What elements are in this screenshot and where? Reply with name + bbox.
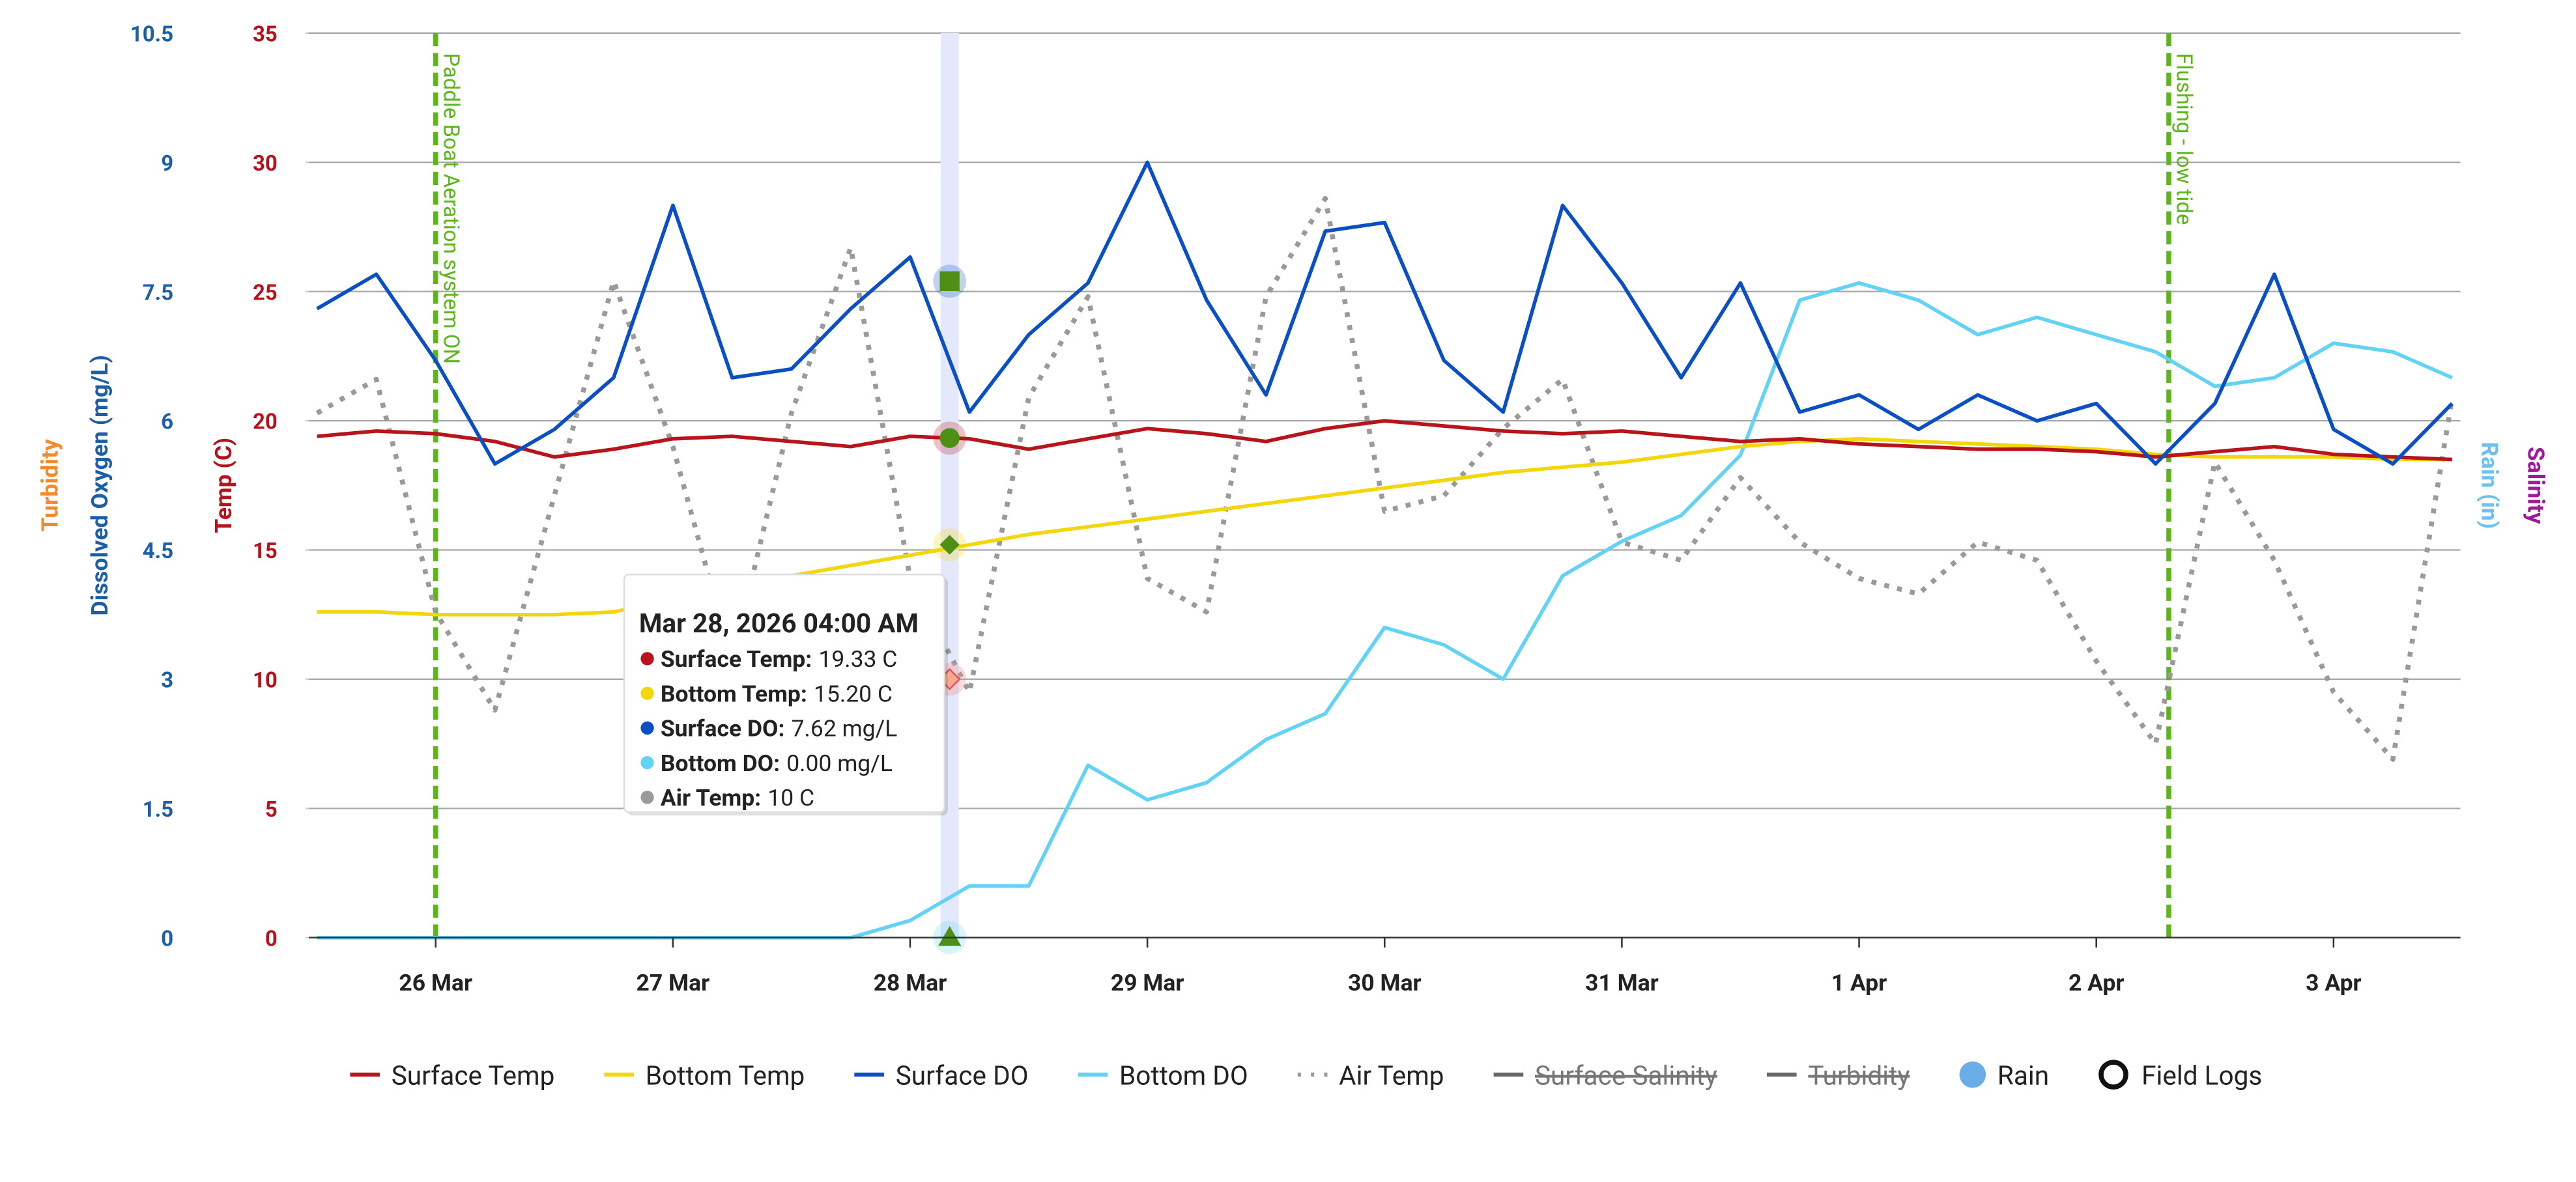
- x-tick-label: 31 Mar: [1585, 969, 1659, 996]
- hover-marker: [933, 421, 967, 455]
- tooltip-row: Air Temp: 10 C: [661, 784, 814, 811]
- annotation-label: Paddle Boat Aeration system ON: [438, 53, 463, 364]
- y-tick-label: 5: [265, 797, 278, 823]
- y-tick-label: 30: [253, 151, 278, 176]
- legend-label: Rain: [1997, 1060, 2049, 1091]
- y-tick-label: 20: [253, 410, 278, 435]
- plot-area: Paddle Boat Aeration system ON Flushing -…: [315, 33, 2455, 955]
- tooltip-dot: [640, 721, 654, 735]
- legend-label: Turbidity: [1808, 1060, 1910, 1091]
- marker: [937, 926, 962, 946]
- tooltip: Mar 28, 2026 04:00 AM Surface Temp: 19.33 …: [623, 573, 948, 816]
- y2-tick-label: 3: [161, 668, 173, 694]
- annotation-label: Flushing - low tide: [2171, 53, 2197, 225]
- tooltip-value: 19.33 C: [818, 645, 897, 673]
- legend-label: Field Logs: [2141, 1060, 2262, 1091]
- axis-title: Turbidity: [36, 439, 64, 531]
- axes: 0 5 10 15 20 25 30 35 0 1.5 3 4.5 6 7.5 9 10.5 26 Mar 27 …: [36, 21, 2550, 996]
- x-tick-label: 3 Apr: [2306, 969, 2361, 996]
- tooltip-dot: [640, 652, 654, 666]
- tooltip-row: Surface Temp: 19.33 C: [661, 645, 898, 673]
- legend-item[interactable]: Rain: [1959, 1060, 2050, 1091]
- legend-symbol: [2098, 1060, 2128, 1090]
- tooltip-value: 7.62 mg/L: [792, 715, 898, 742]
- marker: [939, 271, 960, 291]
- y2-tick-label: 6: [161, 410, 173, 435]
- x-tick-label: 2 Apr: [2068, 969, 2124, 996]
- tooltip-label: Surface Temp:: [661, 645, 812, 673]
- y2-tick-label: 1.5: [143, 797, 173, 823]
- tooltip-value: 15.20 C: [814, 680, 893, 707]
- marker: [939, 428, 960, 448]
- y2-tick-label: 0: [161, 926, 173, 951]
- y2-tick-label: 7.5: [143, 280, 173, 305]
- tooltip-row: Bottom DO: 0.00 mg/L: [661, 750, 893, 777]
- tooltip-box: [623, 573, 946, 813]
- legend: Surface Temp Bottom Temp Surface DO Bottom …: [350, 1060, 2262, 1091]
- tooltip-dot: [640, 791, 654, 804]
- x-tick-label: 29 Mar: [1111, 969, 1184, 996]
- x-tick-label: 27 Mar: [637, 969, 710, 996]
- legend-label: Surface DO: [896, 1060, 1029, 1091]
- legend-label: Air Temp: [1339, 1060, 1444, 1091]
- series-line: [316, 160, 2454, 466]
- legend-item[interactable]: Surface Salinity: [1493, 1060, 1717, 1091]
- legend-label: Surface Temp: [392, 1060, 555, 1091]
- legend-item[interactable]: Bottom Temp: [604, 1060, 805, 1091]
- legend-item[interactable]: Surface DO: [854, 1060, 1029, 1091]
- y2-tick-label: 9: [161, 151, 173, 176]
- series-line: [317, 419, 2453, 462]
- legend-item[interactable]: Bottom DO: [1078, 1060, 1248, 1091]
- tooltip-row: Bottom Temp: 15.20 C: [661, 680, 893, 707]
- legend-label: Surface Salinity: [1535, 1060, 1717, 1091]
- legend-item[interactable]: Field Logs: [2098, 1060, 2262, 1091]
- y2-tick-label: 4.5: [143, 539, 173, 564]
- tooltip-title: Mar 28, 2026 04:00 AM: [639, 608, 919, 639]
- y-tick-label: 25: [253, 280, 278, 305]
- axis-title: Salinity: [2522, 447, 2549, 524]
- series-line: [315, 195, 2455, 762]
- y2-tick-label: 10.5: [130, 21, 173, 47]
- legend-item[interactable]: Surface Temp: [350, 1060, 554, 1091]
- tooltip-dot: [640, 755, 654, 770]
- x-tick-label: 1 Apr: [1831, 969, 1887, 996]
- tooltip-label: Bottom Temp:: [661, 680, 807, 707]
- legend-label: Bottom Temp: [646, 1060, 805, 1091]
- tooltip-label: Bottom DO:: [661, 750, 780, 777]
- tooltip-value: 10 C: [767, 784, 814, 811]
- legend-item[interactable]: Air Temp: [1297, 1060, 1444, 1091]
- y-tick-label: 35: [253, 21, 278, 47]
- tooltip-label: Air Temp:: [661, 784, 761, 811]
- y-axis-title: Temp (C): [210, 438, 237, 533]
- y-tick-label: 0: [265, 926, 278, 951]
- legend-label: Bottom DO: [1119, 1060, 1248, 1091]
- tooltip-label: Surface DO:: [661, 715, 785, 742]
- y-tick-label: 10: [253, 668, 278, 694]
- tooltip-row: Surface DO: 7.62 mg/L: [661, 715, 897, 742]
- hover-marker: [933, 528, 967, 561]
- legend-item[interactable]: Turbidity: [1766, 1060, 1910, 1091]
- x-tick-label: 30 Mar: [1348, 969, 1422, 996]
- axis-title: Rain (in): [2476, 442, 2504, 529]
- x-tick-label: 28 Mar: [874, 969, 947, 996]
- y-tick-label: 15: [253, 539, 278, 564]
- hover-marker: [933, 264, 967, 298]
- y2-axis-title: Dissolved Oxygen (mg/L): [86, 355, 113, 615]
- tooltip-dot: [640, 686, 654, 700]
- legend-symbol: [1959, 1061, 1986, 1088]
- tooltip-value: 0.00 mg/L: [786, 750, 893, 777]
- x-tick-label: 26 Mar: [399, 969, 472, 996]
